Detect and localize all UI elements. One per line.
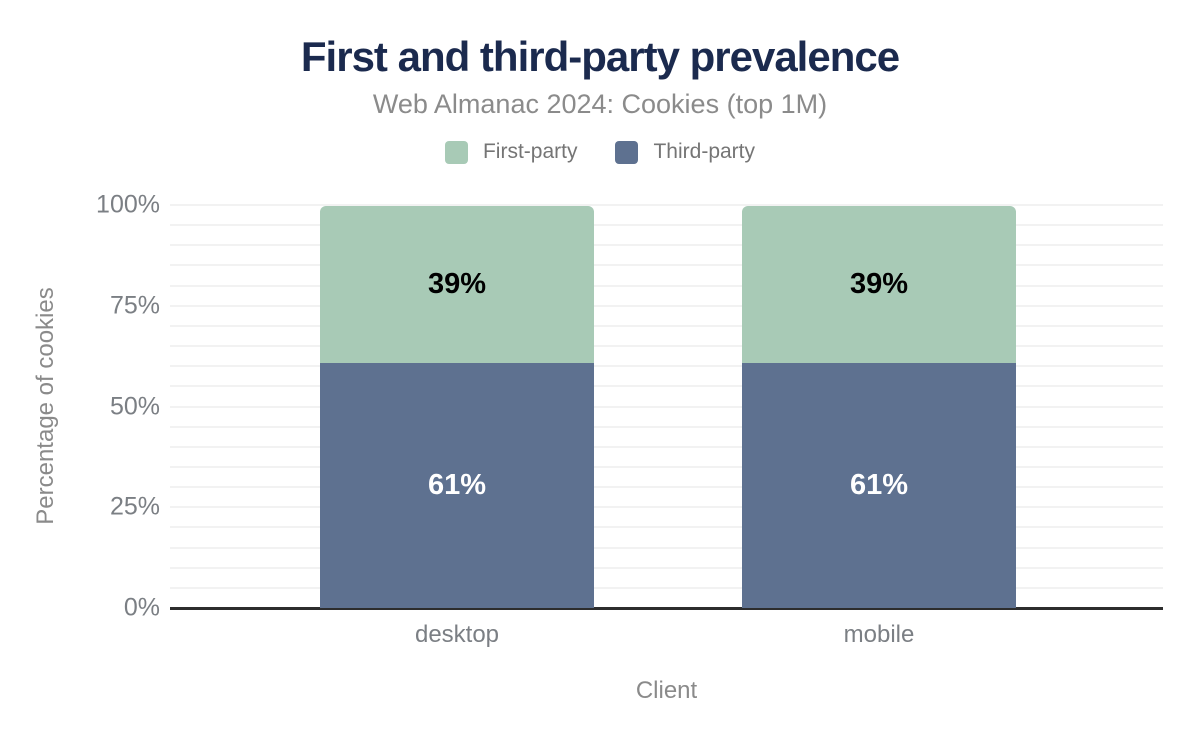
- gridline: [170, 324, 1163, 327]
- bar-value-label: 61%: [849, 468, 909, 501]
- legend-item-third-party[interactable]: Third-party: [615, 140, 755, 164]
- gridline: [170, 425, 1163, 428]
- bar-segment-desktop-first-party[interactable]: 39%: [320, 206, 594, 363]
- gridline: [170, 506, 1163, 509]
- gridline: [170, 566, 1163, 569]
- gridline: [170, 365, 1163, 368]
- bar-segment-desktop-third-party[interactable]: 61%: [320, 362, 594, 608]
- gridline: [170, 224, 1163, 227]
- bar-segment-mobile-first-party[interactable]: 39%: [742, 206, 1016, 363]
- gridline: [170, 385, 1163, 388]
- gridline: [170, 486, 1163, 489]
- bar-desktop: 39% 61%: [320, 206, 594, 608]
- gridline: [170, 304, 1163, 307]
- chart-subtitle: Web Almanac 2024: Cookies (top 1M): [372, 89, 828, 119]
- gridline: [170, 546, 1163, 549]
- gridline: [170, 345, 1163, 348]
- chart-title: First and third-party prevalence: [300, 33, 900, 80]
- y-tick-label: 100%: [96, 190, 160, 219]
- legend-swatch-icon: [615, 140, 639, 164]
- plot-area: Client 39% 61% desktop 39% 61% mobile: [170, 204, 1163, 704]
- y-axis: 0% 25% 50% 75% 100%: [0, 191, 160, 622]
- legend: First-party Third-party: [0, 140, 1200, 164]
- bar-segment-mobile-third-party[interactable]: 61%: [742, 362, 1016, 608]
- gridline: [170, 204, 1163, 206]
- x-axis-title: Client: [635, 677, 698, 704]
- gridline: [170, 445, 1163, 448]
- x-tick-label-desktop: desktop: [414, 621, 500, 648]
- x-tick-label-mobile: mobile: [843, 621, 915, 648]
- gridline: [170, 264, 1163, 267]
- legend-item-first-party[interactable]: First-party: [444, 140, 578, 164]
- bar-value-label: 39%: [849, 267, 909, 300]
- gridline: [170, 244, 1163, 247]
- y-tick-label: 75%: [109, 291, 160, 320]
- legend-swatch-icon: [444, 140, 468, 164]
- y-tick-label: 50%: [109, 392, 160, 420]
- y-tick-label: 25%: [109, 492, 160, 521]
- legend-label: First-party: [482, 140, 578, 163]
- gridline: [170, 284, 1163, 287]
- legend-label: Third-party: [653, 140, 756, 163]
- bar-mobile: 39% 61%: [742, 206, 1016, 608]
- bar-value-label: 61%: [427, 468, 487, 501]
- gridline: [170, 526, 1163, 529]
- gridline: [170, 465, 1163, 468]
- y-axis-title: Percentage of cookies: [32, 287, 59, 525]
- x-axis-line: [170, 607, 1163, 610]
- bar-value-label: 39%: [427, 267, 487, 300]
- y-tick-label: 0%: [123, 593, 160, 622]
- gridline: [170, 405, 1163, 408]
- gridline: [170, 586, 1163, 589]
